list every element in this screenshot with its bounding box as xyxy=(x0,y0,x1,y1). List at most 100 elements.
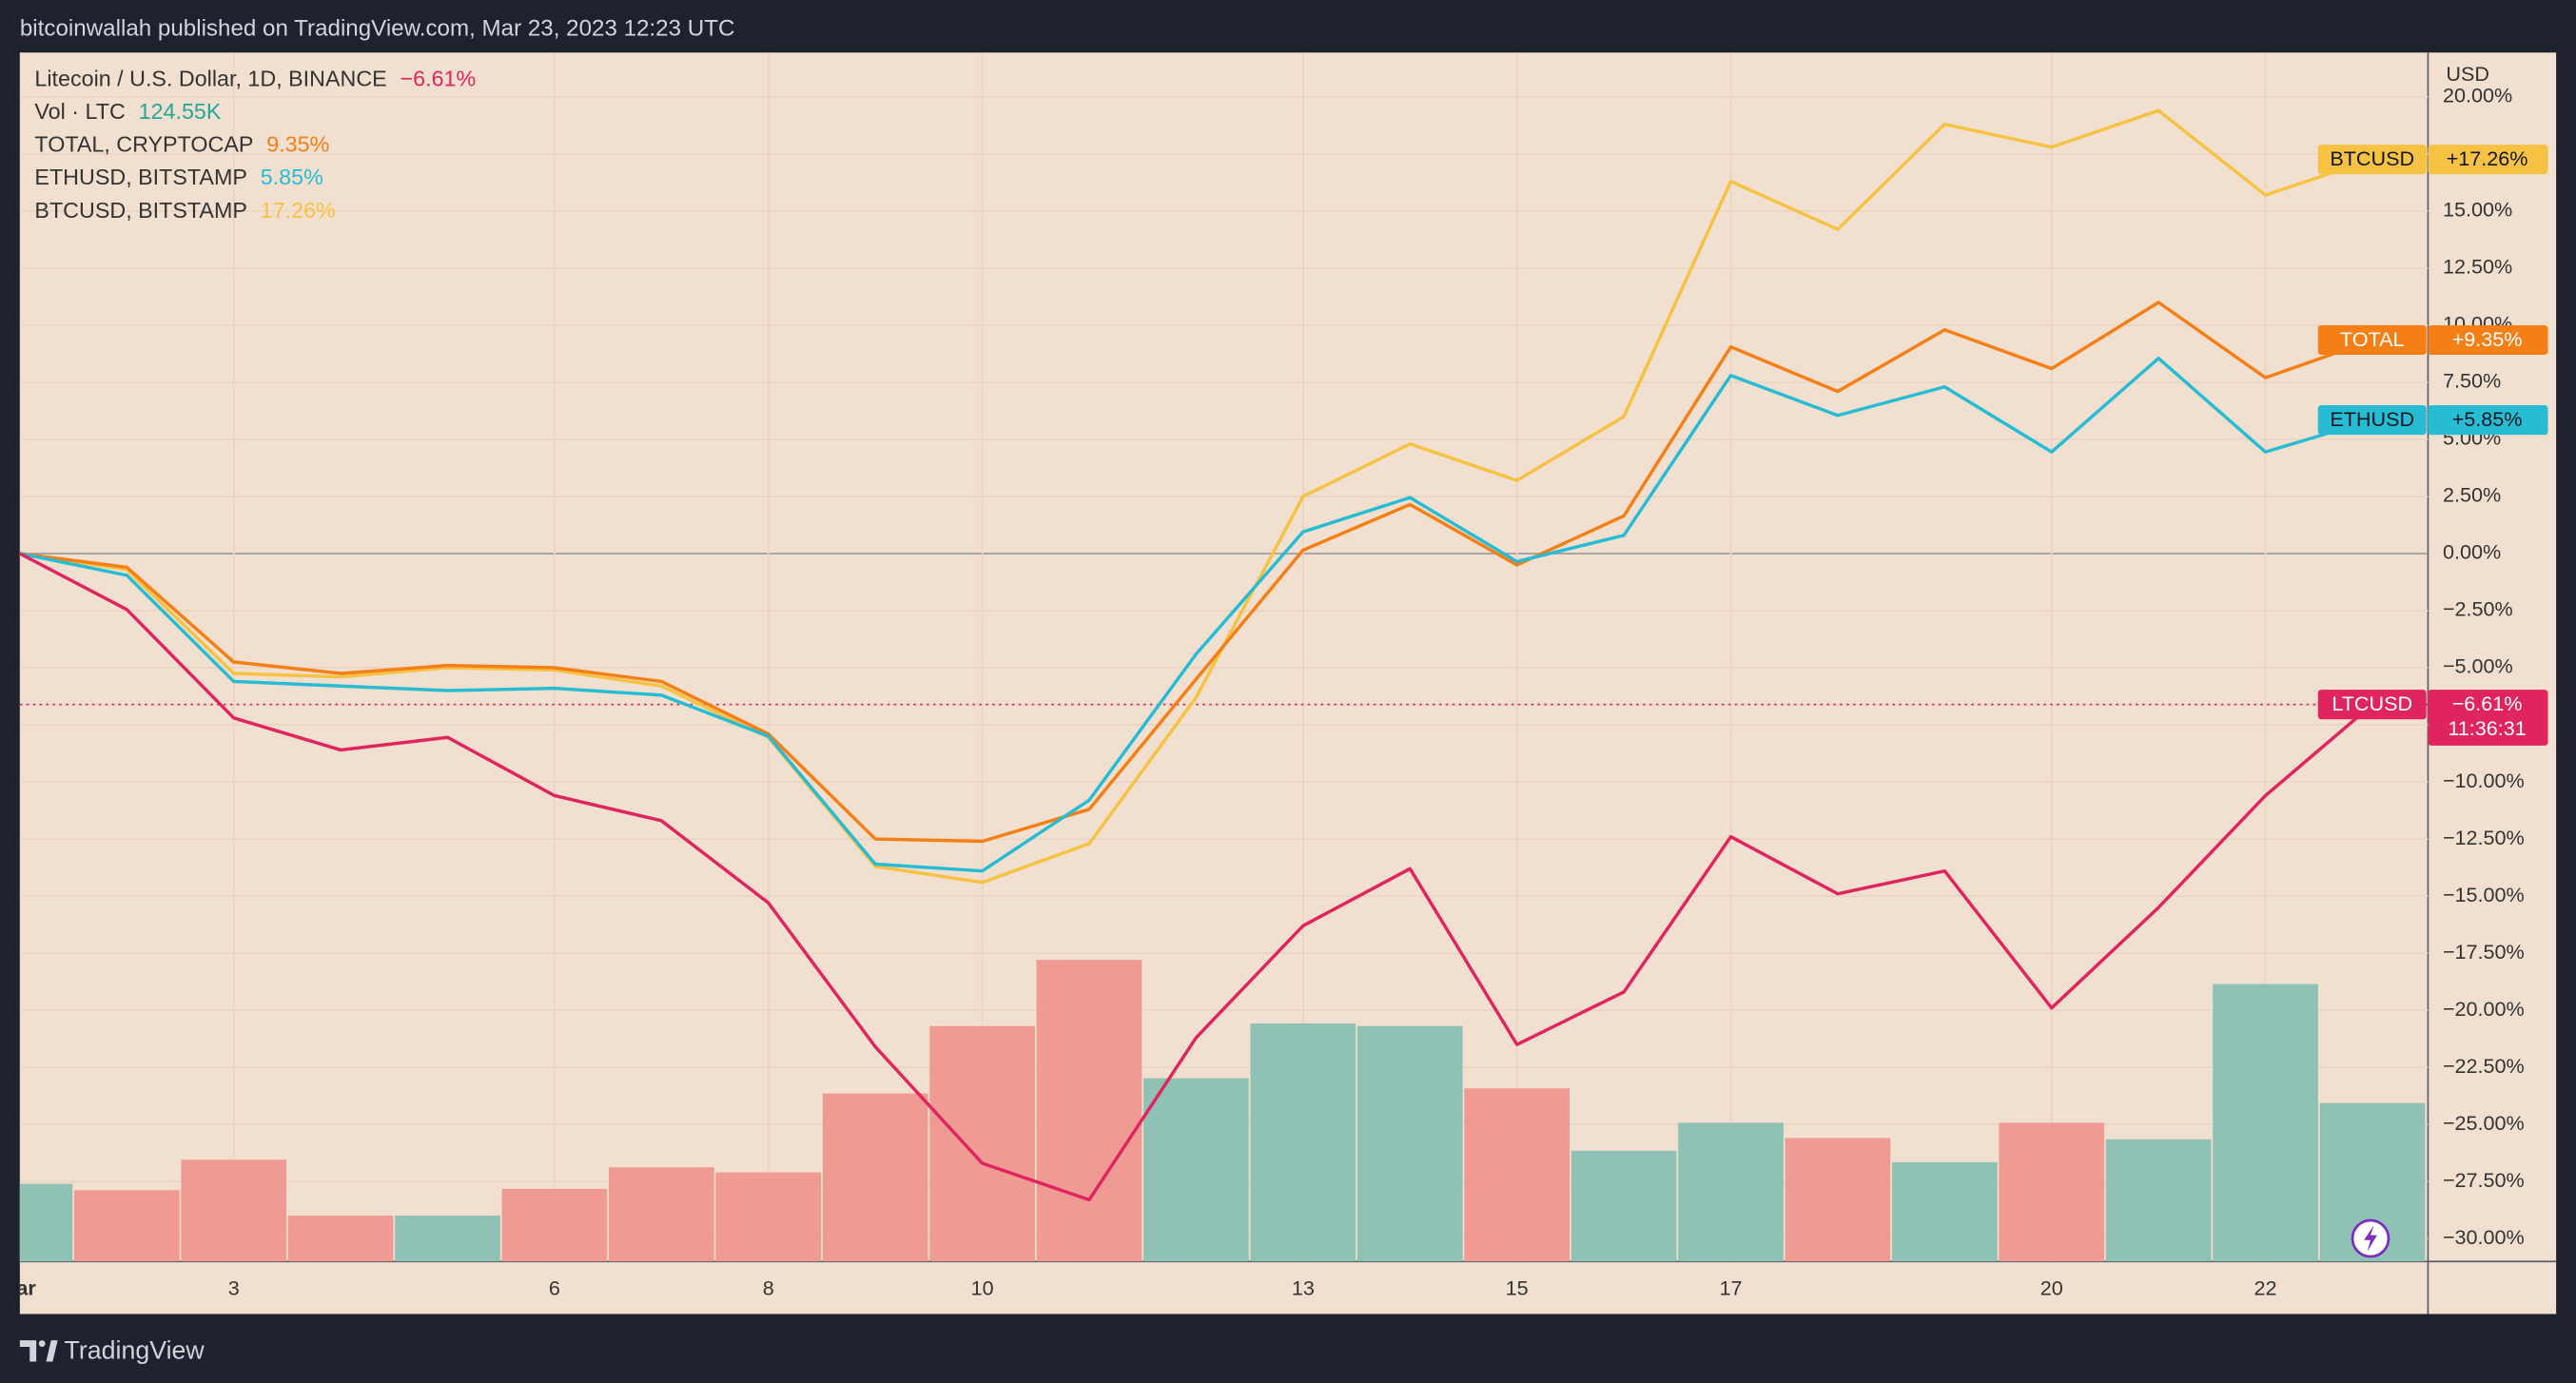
price-axis xyxy=(2428,52,2557,1262)
x-axis: ar 3 6 8 10 13 15 17 20 22 xyxy=(20,1276,2277,1299)
volume-bar xyxy=(1999,1122,2105,1262)
legend-value: 124.55K xyxy=(139,99,222,124)
y-tick-label: −27.50% xyxy=(2443,1168,2525,1192)
volume-bar xyxy=(1250,1023,1356,1262)
series-line xyxy=(19,552,2374,1202)
legend: Litecoin / U.S. Dollar, 1D, BINANCE −6.61… xyxy=(34,67,476,223)
y-tick-label: −30.00% xyxy=(2443,1225,2525,1249)
x-tick-label: 8 xyxy=(763,1276,774,1299)
legend-name: Litecoin / U.S. Dollar, 1D, BINANCE xyxy=(34,67,386,91)
legend-entry: Litecoin / U.S. Dollar, 1D, BINANCE −6.61… xyxy=(34,67,476,91)
grid xyxy=(19,52,2429,1262)
countdown: 11:36:31 xyxy=(2448,716,2526,740)
tag-value-bg xyxy=(2428,690,2548,746)
volume-bar xyxy=(1571,1150,1677,1262)
legend-value: 9.35% xyxy=(266,132,329,157)
volume-bar xyxy=(1036,960,1142,1262)
tag-value: +17.26% xyxy=(2447,146,2528,170)
volume-bar xyxy=(1143,1078,1249,1262)
tag-name: ETHUSD xyxy=(2330,407,2414,431)
volume-bar xyxy=(2105,1139,2212,1262)
legend-value: −6.61% xyxy=(400,67,477,91)
y-tick-label: 0.00% xyxy=(2443,540,2501,564)
legend-entry: ETHUSD, BITSTAMP 5.85% xyxy=(34,165,322,189)
volume-bar xyxy=(287,1216,394,1262)
y-tick-label: −10.00% xyxy=(2443,769,2525,792)
volume-bar xyxy=(395,1216,500,1262)
volume-bar xyxy=(73,1190,180,1262)
tag-value: +5.85% xyxy=(2452,407,2523,431)
lines xyxy=(19,108,2429,1202)
legend-name: BTCUSD, BITSTAMP xyxy=(34,198,247,223)
footer-logo xyxy=(19,1340,58,1362)
footer: TradingView xyxy=(65,1335,205,1364)
y-tick-label: 7.50% xyxy=(2443,369,2501,393)
x-tick-label: 17 xyxy=(1719,1276,1742,1299)
volume-bar xyxy=(929,1025,1035,1262)
corner xyxy=(2428,1261,2557,1315)
tag-value-bg xyxy=(2428,145,2548,175)
tag-name-bg xyxy=(2317,404,2427,436)
volume-bar xyxy=(715,1172,822,1262)
series-line xyxy=(19,356,2373,873)
y-tick-label: −2.50% xyxy=(2443,597,2513,621)
y-tick-label: −20.00% xyxy=(2443,997,2525,1021)
tag-name: TOTAL xyxy=(2340,327,2405,351)
tag-value-bg xyxy=(2428,404,2548,436)
volume-bar xyxy=(609,1167,714,1262)
volume-bar xyxy=(181,1159,287,1262)
tag-name-bg xyxy=(2317,145,2427,175)
tag-name: BTCUSD xyxy=(2330,146,2414,170)
volume-bar xyxy=(1464,1088,1571,1262)
volume-bar xyxy=(1356,1025,1463,1262)
lightning-icon xyxy=(2351,1218,2391,1258)
x-tick-label: 3 xyxy=(228,1276,240,1299)
volume-bar xyxy=(19,1183,73,1262)
tag-value: +9.35% xyxy=(2452,327,2523,351)
legend-entry: BTCUSD, BITSTAMP 17.26% xyxy=(34,198,335,223)
pane xyxy=(19,52,2429,1262)
y-tick-label: −25.00% xyxy=(2443,1111,2525,1135)
series-line xyxy=(19,108,2373,885)
y-tick-label: −22.50% xyxy=(2443,1054,2525,1078)
legend-value: 5.85% xyxy=(261,165,323,189)
x-tick-label: 10 xyxy=(971,1276,994,1299)
legend-name: Vol · LTC xyxy=(34,99,125,124)
y-tick-label: 15.00% xyxy=(2443,198,2512,222)
volume-bar xyxy=(1678,1122,1784,1262)
series-line xyxy=(19,301,2373,844)
x-tick-label: 6 xyxy=(549,1276,560,1299)
legend-name: ETHUSD, BITSTAMP xyxy=(34,165,247,189)
volume-bar xyxy=(501,1188,608,1262)
tag-value: −6.61% xyxy=(2452,692,2523,715)
x-tick-label: 20 xyxy=(2040,1276,2063,1299)
tag-name-bg xyxy=(2317,690,2427,720)
legend-entry: TOTAL, CRYPTOCAP 9.35% xyxy=(34,132,329,157)
x-tick-label: 15 xyxy=(1506,1276,1529,1299)
y-unit: USD xyxy=(2446,62,2489,86)
tag-name: LTCUSD xyxy=(2332,692,2412,715)
volume-bar xyxy=(822,1093,928,1262)
y-tick-label: −5.00% xyxy=(2443,654,2513,678)
volume-bar xyxy=(1891,1161,1998,1262)
tags: LTCUSD −6.61%11:36:31 TOTAL +9.35% ETHUSD +5.… xyxy=(2317,145,2548,746)
y-tick-label: 20.00% xyxy=(2443,84,2512,107)
legend-value: 17.26% xyxy=(261,198,336,223)
x-tick-label: 13 xyxy=(1292,1276,1315,1299)
y-axis: 20.00%17.50%15.00%12.50%10.00%7.50%5.00%… xyxy=(2443,84,2525,1249)
y-tick-label: −15.00% xyxy=(2443,883,2525,906)
x-tick-label: 22 xyxy=(2254,1276,2277,1299)
legend-entry: Vol · LTC 124.55K xyxy=(34,99,221,124)
tag-value-bg xyxy=(2428,324,2548,356)
y-tick-label: 12.50% xyxy=(2443,255,2512,279)
y-tick-label: −12.50% xyxy=(2443,826,2525,849)
legend-name: TOTAL, CRYPTOCAP xyxy=(34,132,253,157)
volume-bar xyxy=(2213,984,2318,1262)
header: bitcoinwallah published on TradingView.c… xyxy=(20,15,735,41)
volume-bar xyxy=(1785,1138,1891,1262)
volume xyxy=(19,960,2426,1262)
tag-name-bg xyxy=(2317,324,2427,356)
y-tick-label: 2.50% xyxy=(2443,483,2501,507)
